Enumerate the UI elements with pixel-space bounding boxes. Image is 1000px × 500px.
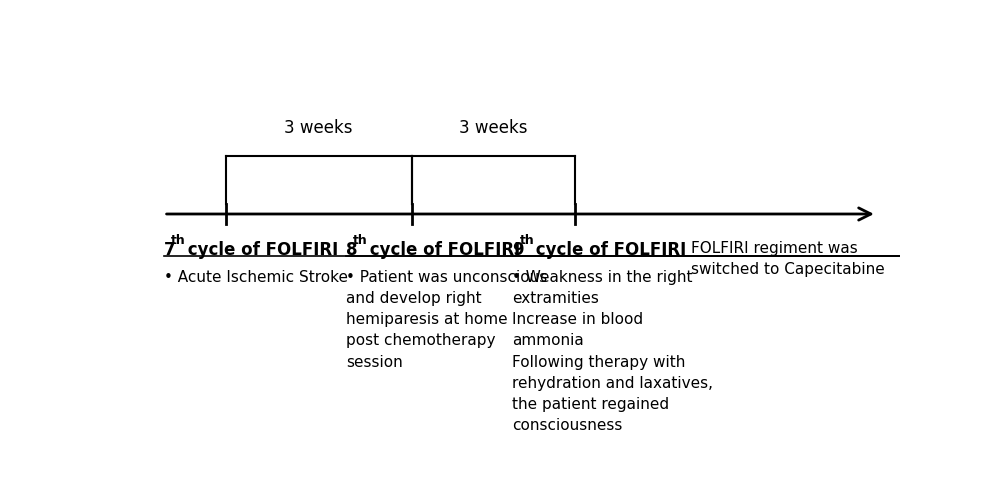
Text: consciousness: consciousness [512,418,623,433]
Text: switched to Capecitabine: switched to Capecitabine [691,262,885,277]
Text: 8: 8 [346,241,357,259]
Text: th: th [171,234,185,247]
Text: • Acute Ischemic Stroke: • Acute Ischemic Stroke [164,270,348,285]
Text: 3 weeks: 3 weeks [459,119,527,137]
Text: Following therapy with: Following therapy with [512,354,686,370]
Text: cycle of FOLFIRI: cycle of FOLFIRI [530,241,687,259]
Text: th: th [519,234,534,247]
Text: • Weakness in the right: • Weakness in the right [512,270,693,285]
Text: Increase in blood: Increase in blood [512,312,644,327]
Text: FOLFIRI regiment was: FOLFIRI regiment was [691,241,858,256]
Text: ammonia: ammonia [512,334,584,348]
Text: 9: 9 [512,241,524,259]
Text: rehydration and laxatives,: rehydration and laxatives, [512,376,714,390]
Text: extramities: extramities [512,291,599,306]
Text: and develop right: and develop right [346,291,482,306]
Text: cycle of FOLFIRI: cycle of FOLFIRI [364,241,520,259]
Text: the patient regained: the patient regained [512,397,670,412]
Text: th: th [353,234,368,247]
Text: • Patient was unconscious: • Patient was unconscious [346,270,547,285]
Text: post chemotherapy: post chemotherapy [346,334,495,348]
Text: cycle of FOLFIRI: cycle of FOLFIRI [182,241,338,259]
Text: session: session [346,354,403,370]
Text: 3 weeks: 3 weeks [285,119,353,137]
Text: 7: 7 [164,241,175,259]
Text: hemiparesis at home: hemiparesis at home [346,312,508,327]
